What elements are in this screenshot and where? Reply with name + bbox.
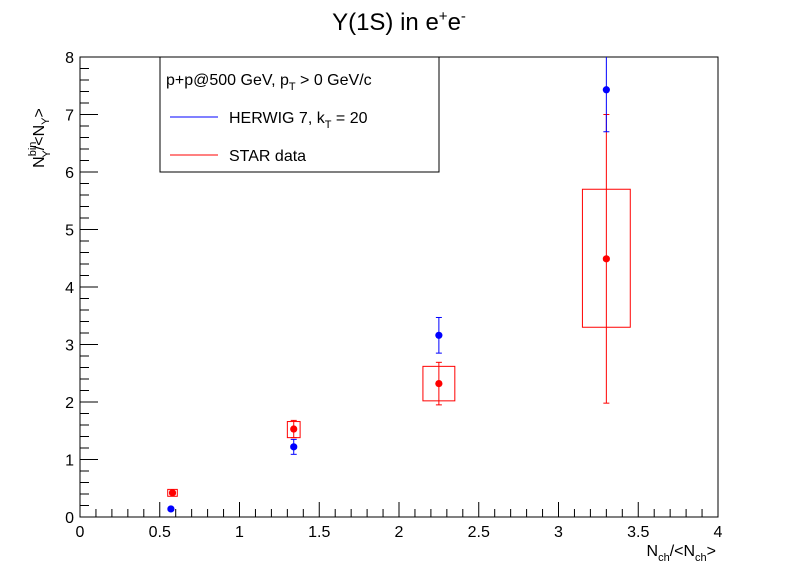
data-point (168, 489, 177, 497)
data-point (290, 425, 298, 433)
x-tick-label: 0.5 (149, 524, 171, 541)
series-0 (167, 57, 610, 513)
legend-label-star: STAR data (229, 148, 306, 165)
y-axis: 0 1 2 3 4 5 6 7 8 (65, 50, 98, 527)
y-axis-label: Nbin Υ/<NΥ> (27, 108, 53, 168)
chart-title: Υ(1S) in e+e- (332, 8, 466, 36)
x-tick-label: 1 (235, 524, 244, 541)
y-tick-label: 2 (65, 395, 74, 412)
x-tick-label: 2.5 (468, 524, 490, 541)
y-tick-label: 3 (65, 338, 74, 355)
x-tick-label: 3 (554, 524, 563, 541)
data-point (602, 255, 610, 263)
x-tick-label: 1.5 (308, 524, 330, 541)
y-tick-label: 5 (65, 223, 74, 240)
x-axis: 0 0.5 1 1.5 2 2.5 3 3.5 4 (76, 502, 723, 541)
legend: p+p@500 GeV, pT > 0 GeV/c HERWIG 7, kT =… (159, 56, 440, 173)
y-tick-label: 0 (65, 510, 74, 527)
y-tick-label: 6 (65, 165, 74, 182)
legend-box (159, 56, 440, 173)
x-tick-label: 4 (714, 524, 723, 541)
legend-header: p+p@500 GeV, pT > 0 GeV/c (166, 72, 372, 93)
x-tick-label: 2 (395, 524, 404, 541)
x-tick-label: 0 (76, 524, 85, 541)
data-point (167, 505, 175, 513)
legend-label-herwig: HERWIG 7, kT = 20 (229, 110, 368, 131)
y-tick-label: 8 (65, 50, 74, 67)
x-tick-label: 3.5 (627, 524, 649, 541)
data-point (602, 86, 610, 94)
data-point (290, 443, 298, 451)
y-tick-label: 1 (65, 453, 74, 470)
data-point (435, 331, 443, 339)
data-point (435, 380, 443, 388)
data-layer (167, 57, 631, 513)
y-tick-label: 7 (65, 108, 74, 125)
x-axis-label: Nch/<Nch> (647, 543, 717, 564)
series-1 (167, 114, 631, 497)
y-tick-label: 4 (65, 280, 74, 297)
